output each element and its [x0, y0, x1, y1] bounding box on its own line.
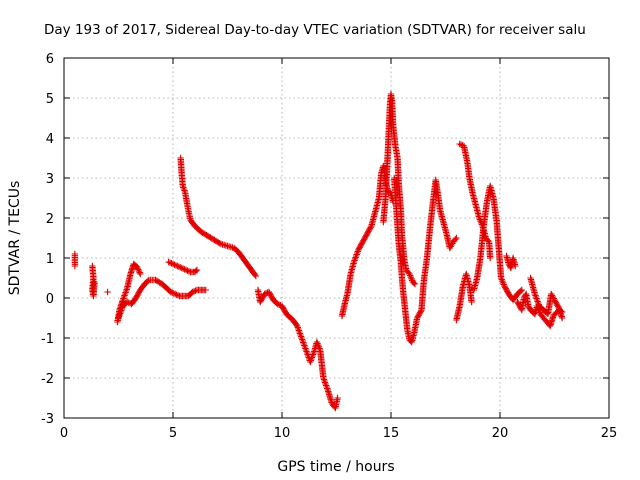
data-point: [71, 262, 79, 270]
data-point: [517, 287, 524, 295]
data-point: [293, 321, 300, 328]
data-point: [192, 267, 200, 275]
data-point: [185, 268, 193, 275]
data-point: [168, 260, 175, 267]
data-point: [251, 271, 259, 278]
data-point: [558, 314, 566, 322]
data-point: [171, 290, 179, 298]
data-point: [457, 141, 465, 148]
y-tick-label: 2: [46, 212, 54, 227]
data-point: [261, 290, 268, 298]
data-point: [486, 254, 494, 262]
y-tick-label: -3: [41, 412, 54, 427]
data-point: [190, 288, 198, 295]
data-point: [417, 308, 424, 315]
x-tick-label: 25: [601, 426, 618, 441]
data-point: [170, 290, 177, 297]
grid: [64, 58, 609, 418]
x-tick-label: 0: [60, 426, 68, 441]
data-point: [174, 292, 182, 299]
data-point: [136, 269, 143, 276]
plot-frame: [63, 57, 610, 419]
data-point: [386, 189, 394, 196]
data-point: [367, 224, 374, 231]
data-point: [274, 300, 281, 308]
data-point: [172, 262, 180, 269]
y-tick-label: 5: [46, 92, 54, 107]
y-tick-label: 1: [46, 252, 54, 267]
data-point: [91, 278, 98, 286]
data-point: [410, 279, 418, 287]
data-point: [169, 260, 177, 268]
chart-title: Day 193 of 2017, Sidereal Day-to-day VTE…: [44, 22, 586, 38]
y-tick-label: -1: [41, 332, 54, 347]
data-point: [133, 263, 141, 270]
data-point: [193, 266, 201, 274]
data-point: [468, 298, 475, 306]
data-point: [518, 286, 525, 294]
data-point: [192, 287, 199, 294]
x-tick-label: 15: [383, 426, 400, 441]
data-point: [169, 289, 176, 296]
data-point: [181, 266, 188, 273]
data-point: [456, 140, 463, 148]
x-axis-label: GPS time / hours: [277, 459, 394, 475]
data-point: [179, 265, 187, 272]
axis-ticks: 0 5 10 15 20 25 -3 -2 -1 0 1 2 3 4 5 6: [41, 52, 617, 441]
y-tick-label: 3: [46, 172, 54, 187]
data-point: [135, 266, 142, 273]
data-point: [174, 262, 181, 270]
y-axis-label: SDTVAR / TECUs: [7, 181, 23, 296]
data-point: [167, 288, 175, 296]
data-point: [411, 280, 419, 288]
data-point: [104, 288, 111, 296]
data-point: [135, 267, 143, 275]
data-point: [124, 298, 131, 306]
x-tick-label: 5: [169, 426, 177, 441]
data-point: [275, 301, 283, 308]
data-point: [554, 303, 562, 310]
data-point: [166, 259, 174, 266]
data-point: [453, 234, 460, 242]
data-point: [452, 236, 459, 243]
data-point: [144, 277, 152, 285]
data-point: [178, 264, 185, 272]
data-point: [171, 261, 178, 268]
data-point: [202, 286, 209, 294]
x-tick-label: 20: [492, 426, 509, 441]
data-point: [173, 291, 180, 298]
data-point: [216, 240, 223, 247]
data-point: [175, 263, 183, 270]
data-point: [484, 237, 492, 244]
y-tick-label: 0: [46, 292, 54, 307]
y-tick-label: 4: [46, 132, 54, 147]
data-point: [177, 264, 184, 271]
data-points: [71, 90, 566, 412]
y-tick-label: 6: [46, 52, 54, 67]
data-point: [137, 270, 144, 278]
data-point: [189, 288, 196, 296]
data-point: [512, 262, 519, 270]
y-tick-label: -2: [41, 372, 54, 387]
data-point: [184, 267, 191, 274]
data-point: [134, 265, 141, 272]
data-point: [252, 272, 260, 280]
data-point: [550, 295, 557, 302]
data-point: [165, 258, 172, 266]
x-tick-label: 10: [274, 426, 291, 441]
data-point: [334, 394, 341, 402]
data-point: [182, 266, 190, 274]
